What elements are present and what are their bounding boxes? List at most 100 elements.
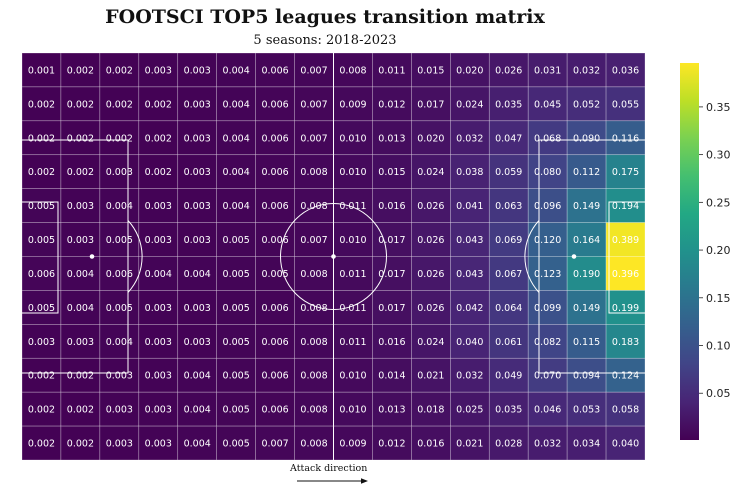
cell-value-label: 0.003 xyxy=(145,235,172,246)
heatmap-cell xyxy=(527,222,568,257)
heatmap-cell xyxy=(21,425,62,461)
cell-value-label: 0.004 xyxy=(106,337,133,348)
cell-value-label: 0.183 xyxy=(612,337,639,348)
cell-value-label: 0.007 xyxy=(261,439,288,450)
heatmap-cell xyxy=(566,154,607,189)
cell-value-label: 0.090 xyxy=(573,133,600,144)
cell-value-label: 0.032 xyxy=(573,65,600,76)
cell-value-label: 0.010 xyxy=(339,167,366,178)
heatmap-cell xyxy=(216,52,256,88)
cell-value-label: 0.003 xyxy=(184,167,211,178)
cell-value-label: 0.003 xyxy=(145,405,172,416)
heatmap-cell xyxy=(411,256,451,291)
cell-value-label: 0.061 xyxy=(495,337,522,348)
heatmap-cell xyxy=(294,86,334,122)
heatmap-cell xyxy=(372,222,412,257)
heatmap-cell xyxy=(216,154,256,189)
heatmap-cell xyxy=(411,188,451,223)
cell-value-label: 0.041 xyxy=(456,201,483,212)
chart-subtitle: 5 seasons: 2018-2023 xyxy=(253,33,397,48)
cell-value-label: 0.002 xyxy=(106,133,133,144)
cell-value-label: 0.006 xyxy=(261,371,288,382)
heatmap-cell xyxy=(21,86,62,122)
cell-value-label: 0.011 xyxy=(339,269,366,280)
cell-value-label: 0.008 xyxy=(300,167,327,178)
cell-value-label: 0.005 xyxy=(223,371,250,382)
heatmap-cell xyxy=(411,52,451,88)
heatmap-cell xyxy=(294,391,334,427)
heatmap-cell xyxy=(605,154,646,189)
cell-value-label: 0.007 xyxy=(300,65,327,76)
cell-value-label: 0.010 xyxy=(339,133,366,144)
cell-value-label: 0.005 xyxy=(106,235,133,246)
heatmap-cell xyxy=(60,391,101,427)
cell-value-label: 0.008 xyxy=(300,201,327,212)
heatmap-cell xyxy=(216,120,256,156)
cell-value-label: 0.026 xyxy=(417,303,444,314)
cell-value-label: 0.004 xyxy=(184,371,211,382)
heatmap-cell xyxy=(450,290,490,325)
cell-value-label: 0.004 xyxy=(223,201,250,212)
cell-value-label: 0.007 xyxy=(300,235,327,246)
heatmap-cell xyxy=(99,324,140,359)
heatmap-cell xyxy=(255,120,295,156)
cell-value-label: 0.005 xyxy=(223,269,250,280)
cell-value-label: 0.035 xyxy=(495,405,522,416)
heatmap-cell xyxy=(488,222,529,257)
heatmap-cell xyxy=(138,357,179,393)
heatmap-cell xyxy=(333,425,373,461)
heatmap-cell xyxy=(527,154,568,189)
cell-value-label: 0.053 xyxy=(573,405,600,416)
heatmap-cell xyxy=(60,324,101,359)
cell-value-label: 0.012 xyxy=(378,99,405,110)
colorbar: 0.05 0.10 0.15 0.20 0.25 0.30 0.35 xyxy=(680,63,730,440)
cell-value-label: 0.008 xyxy=(300,303,327,314)
heatmap-cell xyxy=(216,425,256,461)
cell-value-label: 0.080 xyxy=(534,167,561,178)
heatmap-cell xyxy=(294,290,334,325)
heatmap-cell xyxy=(450,425,490,461)
cell-value-label: 0.002 xyxy=(28,405,55,416)
heatmap-cell xyxy=(450,357,490,393)
cell-value-label: 0.047 xyxy=(495,133,522,144)
attack-direction-label: Attack direction xyxy=(290,463,368,474)
heatmap-cell xyxy=(216,256,256,291)
cell-value-label: 0.059 xyxy=(495,167,522,178)
heatmap-cell xyxy=(566,86,607,122)
cell-value-label: 0.009 xyxy=(339,99,366,110)
cell-value-label: 0.003 xyxy=(28,337,55,348)
cell-value-label: 0.043 xyxy=(456,269,483,280)
heatmap-cell xyxy=(488,188,529,223)
heatmap-cell xyxy=(138,290,179,325)
cell-value-label: 0.120 xyxy=(534,235,561,246)
heatmap-cell xyxy=(99,188,140,223)
heatmap-cell xyxy=(60,357,101,393)
heatmap-cell xyxy=(488,256,529,291)
heatmap-cell xyxy=(138,256,179,291)
heatmap-cell xyxy=(177,425,217,461)
cell-value-label: 0.034 xyxy=(573,439,600,450)
cell-value-label: 0.067 xyxy=(495,269,522,280)
heatmap-cell xyxy=(527,357,568,393)
heatmap-cell xyxy=(60,120,101,156)
heatmap-cell xyxy=(99,290,140,325)
heatmap-cell xyxy=(450,324,490,359)
colorbar-tick-label: 0.35 xyxy=(706,101,730,114)
cell-value-label: 0.020 xyxy=(456,65,483,76)
cell-value-label: 0.005 xyxy=(106,303,133,314)
heatmap-cell xyxy=(255,256,295,291)
heatmap-cell xyxy=(372,324,412,359)
cell-value-label: 0.025 xyxy=(456,405,483,416)
cell-value-label: 0.115 xyxy=(573,337,600,348)
cell-value-label: 0.004 xyxy=(184,405,211,416)
heatmap-cell xyxy=(605,425,646,461)
cell-value-label: 0.017 xyxy=(417,99,444,110)
heatmap-cell xyxy=(333,290,373,325)
heatmap-cell xyxy=(333,154,373,189)
heatmap-cell xyxy=(177,120,217,156)
cell-value-label: 0.005 xyxy=(223,303,250,314)
pitch-lines xyxy=(22,53,645,460)
cell-value-label: 0.004 xyxy=(184,269,211,280)
cell-value-label: 0.003 xyxy=(184,303,211,314)
heatmap-cell xyxy=(566,290,607,325)
